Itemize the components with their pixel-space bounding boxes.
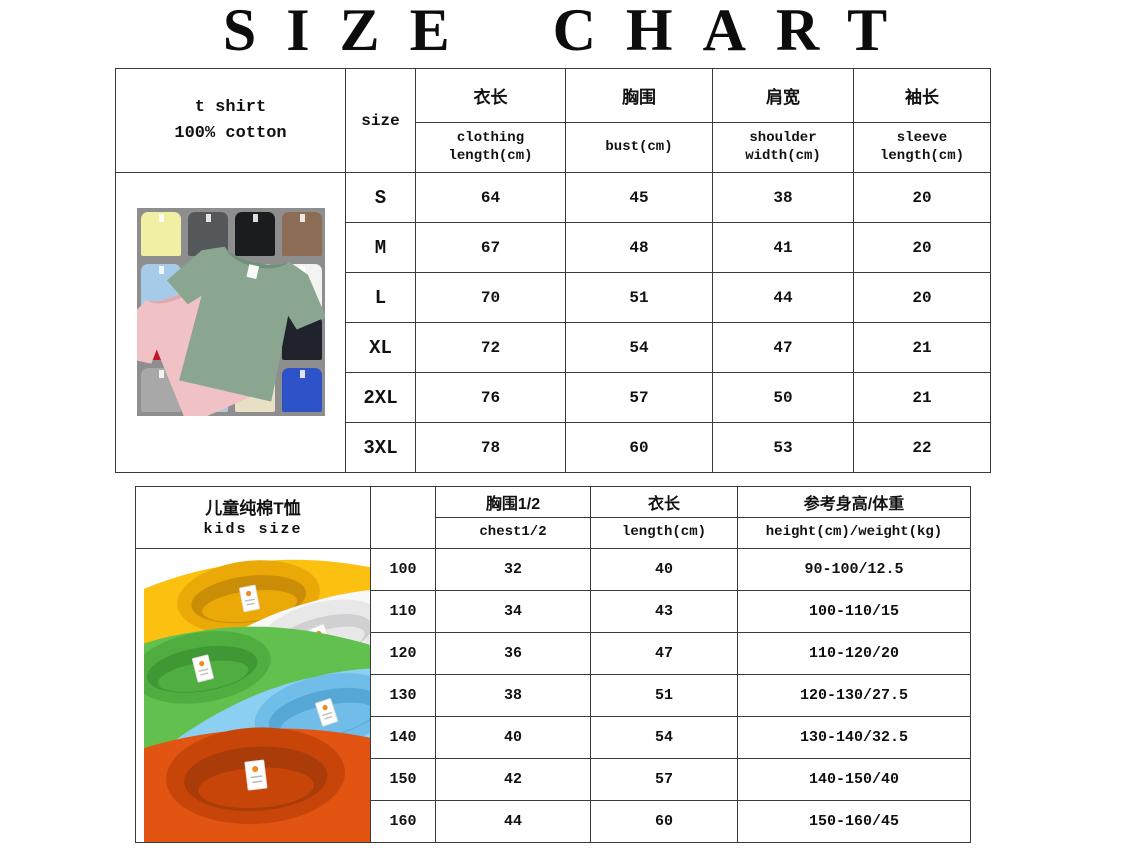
- value-cell: 45: [565, 172, 713, 223]
- value-cell: 150-160/45: [737, 800, 971, 843]
- value-cell: 43: [590, 590, 738, 633]
- kids-col-header-zh-height-weight: 参考身高/体重: [737, 486, 971, 518]
- value-cell: 20: [853, 222, 991, 273]
- size-cell: 150: [370, 758, 436, 801]
- col-header-en-shoulder: shoulder width(cm): [712, 122, 854, 173]
- kids-title-en: kids size: [203, 520, 303, 538]
- size-cell: 130: [370, 674, 436, 717]
- value-cell: 54: [590, 716, 738, 759]
- folded-shirt: [235, 212, 275, 256]
- collar-label-tag: [246, 264, 260, 279]
- product-cell: t shirt 100% cotton: [115, 68, 346, 173]
- col-header-zh-clothing-length: 衣长: [415, 68, 566, 123]
- kids-title-zh: 儿童纯棉T恤: [205, 499, 301, 519]
- value-cell: 78: [415, 422, 566, 473]
- kids-size-header-cell: [370, 486, 436, 549]
- value-cell: 100-110/15: [737, 590, 971, 633]
- value-cell: 48: [565, 222, 713, 273]
- value-cell: 67: [415, 222, 566, 273]
- size-cell: S: [345, 172, 416, 223]
- size-cell: XL: [345, 322, 416, 373]
- value-cell: 20: [853, 272, 991, 323]
- value-cell: 44: [435, 800, 591, 843]
- value-cell: 110-120/20: [737, 632, 971, 675]
- folded-shirt: [141, 212, 181, 256]
- value-cell: 21: [853, 372, 991, 423]
- value-cell: 42: [435, 758, 591, 801]
- col-header-zh-shoulder: 肩宽: [712, 68, 854, 123]
- size-header-cell: size: [345, 68, 416, 173]
- col-header-zh-sleeve: 袖长: [853, 68, 991, 123]
- kids-photo-cell: [135, 548, 371, 843]
- col-header-en-bust: bust(cm): [565, 122, 713, 173]
- value-cell: 51: [590, 674, 738, 717]
- kids-col-header-en-length: length(cm): [590, 517, 738, 549]
- kids-col-header-en-height-weight: height(cm)/weight(kg): [737, 517, 971, 549]
- value-cell: 130-140/32.5: [737, 716, 971, 759]
- page-title: SIZE CHART: [222, 0, 918, 63]
- value-cell: 90-100/12.5: [737, 548, 971, 591]
- kids-col-header-zh-length: 衣长: [590, 486, 738, 518]
- kids-header-cell: 儿童纯棉T恤 kids size: [135, 486, 371, 549]
- value-cell: 44: [712, 272, 854, 323]
- value-cell: 60: [590, 800, 738, 843]
- size-cell: 120: [370, 632, 436, 675]
- size-cell: L: [345, 272, 416, 323]
- adult-size-table: t shirt 100% cotton size 衣长 胸围 肩宽 袖长 clo…: [115, 68, 991, 473]
- product-line-1: t shirt: [194, 98, 267, 117]
- kids-shirt-orange: [144, 727, 370, 842]
- size-cell: 110: [370, 590, 436, 633]
- col-header-zh-bust: 胸围: [565, 68, 713, 123]
- value-cell: 47: [712, 322, 854, 373]
- value-cell: 51: [565, 272, 713, 323]
- value-cell: 64: [415, 172, 566, 223]
- folded-shirt: [282, 212, 322, 256]
- value-cell: 72: [415, 322, 566, 373]
- value-cell: 40: [435, 716, 591, 759]
- col-header-en-sleeve: sleeve length(cm): [853, 122, 991, 173]
- value-cell: 54: [565, 322, 713, 373]
- value-cell: 47: [590, 632, 738, 675]
- kids-col-header-en-chest: chest1/2: [435, 517, 591, 549]
- kids-size-table: 儿童纯棉T恤 kids size 胸围1/2 衣长 参考身高/体重 chest1…: [135, 486, 971, 843]
- value-cell: 57: [565, 372, 713, 423]
- size-cell: 140: [370, 716, 436, 759]
- col-header-en-clothing-length: clothing length(cm): [415, 122, 566, 173]
- adult-shirts-photo: [137, 208, 325, 416]
- product-line-2: 100% cotton: [174, 123, 287, 143]
- size-cell: 2XL: [345, 372, 416, 423]
- value-cell: 38: [712, 172, 854, 223]
- size-cell: M: [345, 222, 416, 273]
- value-cell: 57: [590, 758, 738, 801]
- value-cell: 32: [435, 548, 591, 591]
- value-cell: 70: [415, 272, 566, 323]
- value-cell: 60: [565, 422, 713, 473]
- value-cell: 53: [712, 422, 854, 473]
- size-cell: 160: [370, 800, 436, 843]
- value-cell: 120-130/27.5: [737, 674, 971, 717]
- value-cell: 140-150/40: [737, 758, 971, 801]
- green-tshirt-graphic: [166, 246, 325, 402]
- value-cell: 22: [853, 422, 991, 473]
- value-cell: 40: [590, 548, 738, 591]
- value-cell: 38: [435, 674, 591, 717]
- kids-shirts-graphic: [144, 559, 370, 842]
- value-cell: 21: [853, 322, 991, 373]
- value-cell: 76: [415, 372, 566, 423]
- value-cell: 34: [435, 590, 591, 633]
- kids-col-header-zh-chest: 胸围1/2: [435, 486, 591, 518]
- value-cell: 41: [712, 222, 854, 273]
- folded-shirt: [282, 368, 322, 412]
- value-cell: 50: [712, 372, 854, 423]
- size-cell: 100: [370, 548, 436, 591]
- value-cell: 20: [853, 172, 991, 223]
- kids-shirts-photo: [144, 555, 370, 842]
- size-cell: 3XL: [345, 422, 416, 473]
- value-cell: 36: [435, 632, 591, 675]
- adult-photo-cell: [115, 172, 346, 473]
